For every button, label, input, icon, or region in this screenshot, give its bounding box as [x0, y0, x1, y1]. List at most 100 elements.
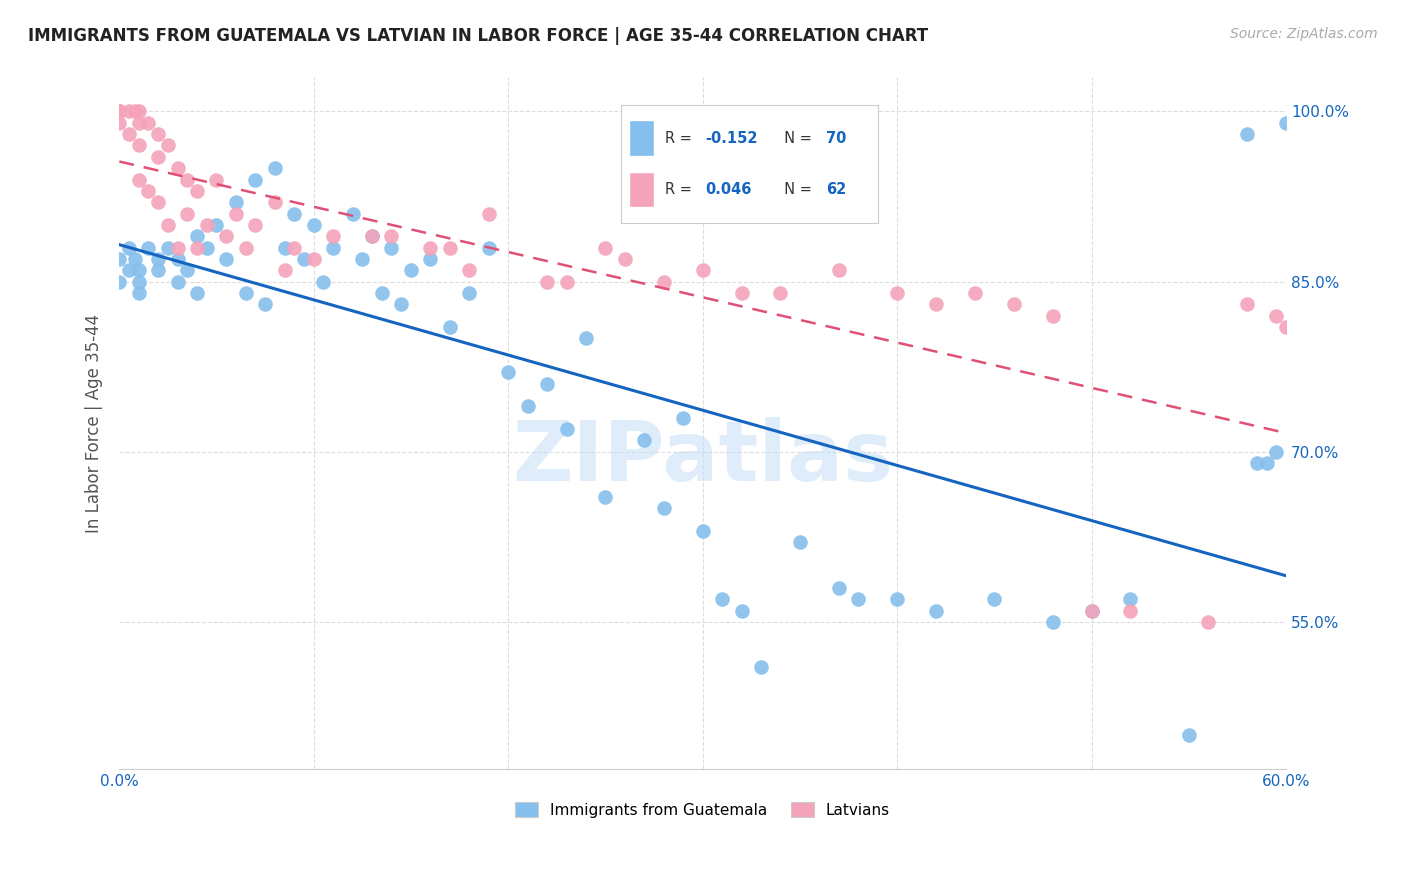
Point	[496, 365, 519, 379]
Point	[205, 172, 228, 186]
Point	[108, 104, 131, 119]
Point	[652, 275, 675, 289]
Point	[166, 241, 188, 255]
Point	[118, 241, 141, 255]
Point	[118, 127, 141, 141]
Point	[730, 603, 752, 617]
Point	[361, 229, 384, 244]
Legend: Immigrants from Guatemala, Latvians: Immigrants from Guatemala, Latvians	[509, 796, 896, 824]
Point	[516, 400, 538, 414]
Point	[205, 218, 228, 232]
Point	[1177, 728, 1199, 742]
Point	[302, 252, 325, 266]
Point	[925, 603, 948, 617]
Point	[1080, 603, 1102, 617]
Point	[186, 229, 208, 244]
Point	[322, 241, 344, 255]
Point	[186, 241, 208, 255]
Point	[963, 285, 986, 300]
Point	[146, 150, 169, 164]
Point	[273, 241, 295, 255]
Point	[1119, 592, 1142, 607]
Point	[478, 206, 501, 220]
Point	[138, 184, 160, 198]
Point	[439, 241, 461, 255]
Point	[613, 252, 636, 266]
Point	[342, 206, 364, 220]
Point	[146, 195, 169, 210]
Point	[283, 241, 305, 255]
Point	[1275, 116, 1298, 130]
Point	[380, 229, 402, 244]
Point	[128, 104, 150, 119]
Point	[925, 297, 948, 311]
Point	[235, 285, 257, 300]
Point	[166, 252, 188, 266]
Point	[273, 263, 295, 277]
Point	[166, 161, 188, 176]
Point	[886, 592, 908, 607]
Point	[108, 104, 131, 119]
Point	[263, 161, 285, 176]
Point	[1265, 309, 1288, 323]
Point	[575, 331, 598, 345]
Point	[128, 116, 150, 130]
Point	[1042, 309, 1064, 323]
Point	[419, 241, 441, 255]
Point	[595, 490, 617, 504]
Point	[118, 263, 141, 277]
Point	[108, 104, 131, 119]
Point	[176, 263, 198, 277]
Point	[595, 241, 617, 255]
Point	[225, 195, 247, 210]
Point	[1265, 444, 1288, 458]
Point	[1042, 615, 1064, 629]
Point	[156, 218, 179, 232]
Point	[312, 275, 335, 289]
Point	[215, 229, 238, 244]
Point	[195, 241, 218, 255]
Point	[692, 524, 714, 538]
Point	[380, 241, 402, 255]
Point	[730, 285, 752, 300]
Y-axis label: In Labor Force | Age 35-44: In Labor Force | Age 35-44	[86, 314, 103, 533]
Point	[672, 410, 695, 425]
Point	[371, 285, 394, 300]
Text: ZIPatlas: ZIPatlas	[512, 417, 893, 499]
Point	[235, 241, 257, 255]
Point	[124, 252, 146, 266]
Point	[128, 285, 150, 300]
Point	[302, 218, 325, 232]
Point	[1119, 603, 1142, 617]
Point	[215, 252, 238, 266]
Point	[186, 285, 208, 300]
Point	[555, 422, 578, 436]
Point	[245, 172, 267, 186]
Text: Source: ZipAtlas.com: Source: ZipAtlas.com	[1230, 27, 1378, 41]
Point	[633, 434, 655, 448]
Point	[128, 172, 150, 186]
Point	[108, 275, 131, 289]
Point	[1256, 456, 1278, 470]
Point	[769, 285, 792, 300]
Point	[1002, 297, 1025, 311]
Point	[555, 275, 578, 289]
Point	[1275, 320, 1298, 334]
Point	[711, 592, 734, 607]
Point	[156, 138, 179, 153]
Point	[536, 275, 558, 289]
Point	[789, 535, 811, 549]
Point	[1236, 297, 1258, 311]
Point	[118, 104, 141, 119]
Point	[439, 320, 461, 334]
Point	[146, 127, 169, 141]
Point	[458, 285, 481, 300]
Point	[1246, 456, 1268, 470]
Text: IMMIGRANTS FROM GUATEMALA VS LATVIAN IN LABOR FORCE | AGE 35-44 CORRELATION CHAR: IMMIGRANTS FROM GUATEMALA VS LATVIAN IN …	[28, 27, 928, 45]
Point	[1197, 615, 1219, 629]
Point	[146, 263, 169, 277]
Point	[263, 195, 285, 210]
Point	[166, 275, 188, 289]
Point	[128, 138, 150, 153]
Point	[419, 252, 441, 266]
